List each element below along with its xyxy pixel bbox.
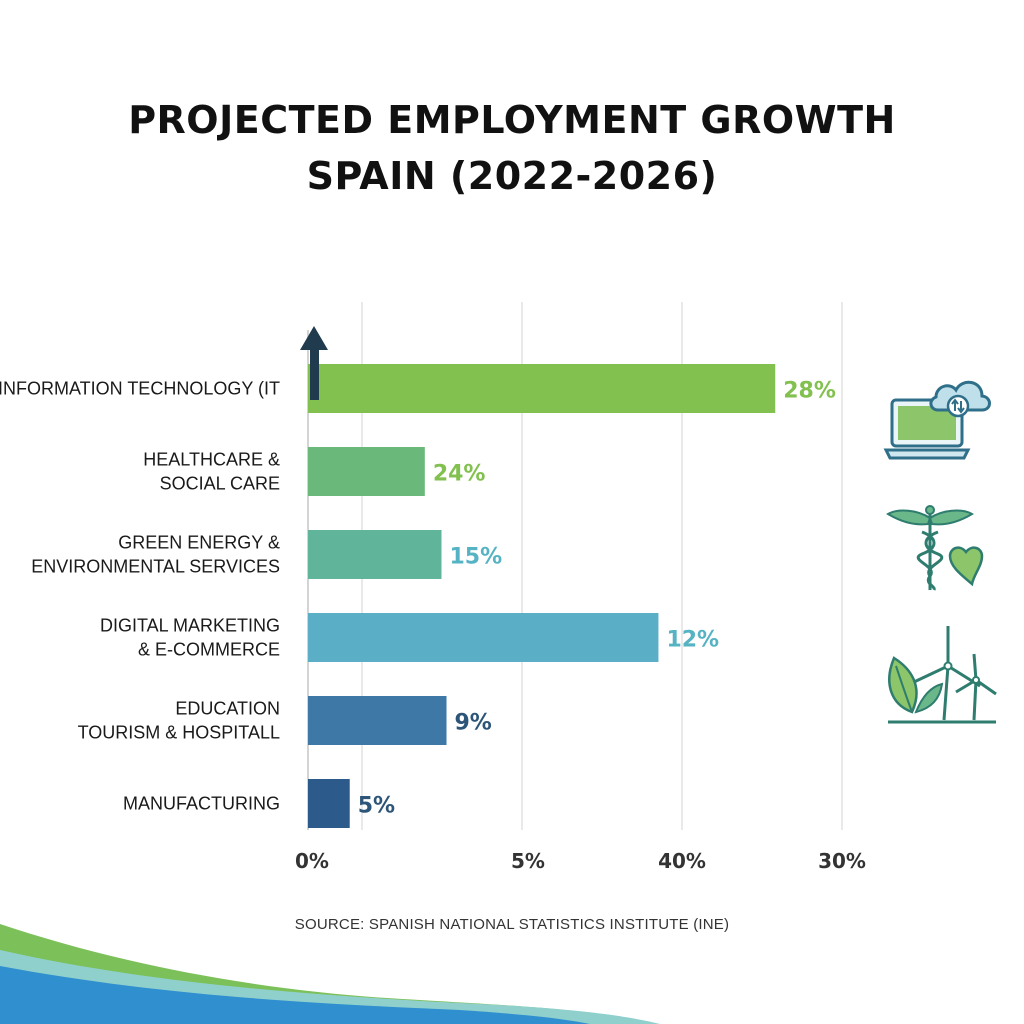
bar bbox=[308, 364, 776, 413]
bar bbox=[308, 779, 350, 828]
bar-value-label: 12% bbox=[666, 628, 719, 653]
category-label: ENVIRONMENTAL SERVICES bbox=[31, 557, 280, 577]
category-label: INFORMATION TECHNOLOGY (IT bbox=[0, 379, 280, 399]
chart-title: PROJECTED EMPLOYMENT GROWTH SPAIN (2022-… bbox=[0, 92, 1024, 204]
bar-value-label: 28% bbox=[783, 379, 836, 404]
category-label: EDUCATION bbox=[175, 699, 280, 719]
category-label: SOCIAL CARE bbox=[160, 474, 280, 494]
chart-title-line-1: PROJECTED EMPLOYMENT GROWTH bbox=[128, 98, 896, 142]
bar-chart: 28% INFORMATION TECHNOLOGY (IT 24% HEALTHCA… bbox=[0, 302, 866, 873]
category-label: & E-COMMERCE bbox=[138, 640, 280, 660]
laptop-cloud-icon bbox=[883, 380, 991, 460]
bar bbox=[308, 613, 659, 662]
category-label: DIGITAL MARKETING bbox=[100, 616, 280, 636]
leaf-wind-turbine-icon bbox=[888, 626, 997, 724]
bar-value-label: 9% bbox=[455, 711, 492, 736]
category-label: TOURISM & HOSPITALL bbox=[78, 723, 280, 743]
x-tick-label: 40% bbox=[658, 849, 706, 873]
x-tick-label: 0% bbox=[295, 849, 329, 873]
category-label: HEALTHCARE & bbox=[143, 450, 280, 470]
chart-title-line-2: SPAIN (2022-2026) bbox=[306, 154, 718, 198]
source-note: SOURCE: SPANISH NATIONAL STATISTICS INST… bbox=[294, 916, 730, 933]
x-tick-label: 30% bbox=[818, 849, 866, 873]
bar bbox=[308, 447, 425, 496]
growth-arrow-icon bbox=[310, 348, 319, 400]
bar bbox=[308, 530, 442, 579]
x-tick-label: 5% bbox=[511, 849, 545, 873]
category-label: GREEN ENERGY & bbox=[118, 533, 280, 553]
bar-value-label: 24% bbox=[433, 462, 486, 487]
growth-arrow-head bbox=[300, 326, 328, 350]
category-label: MANUFACTURING bbox=[123, 794, 280, 814]
decorative-waves bbox=[0, 924, 660, 1024]
bar-value-label: 15% bbox=[450, 545, 503, 570]
bar-value-label: 5% bbox=[358, 794, 395, 819]
bar bbox=[308, 696, 447, 745]
caduceus-heart-icon bbox=[886, 505, 984, 591]
